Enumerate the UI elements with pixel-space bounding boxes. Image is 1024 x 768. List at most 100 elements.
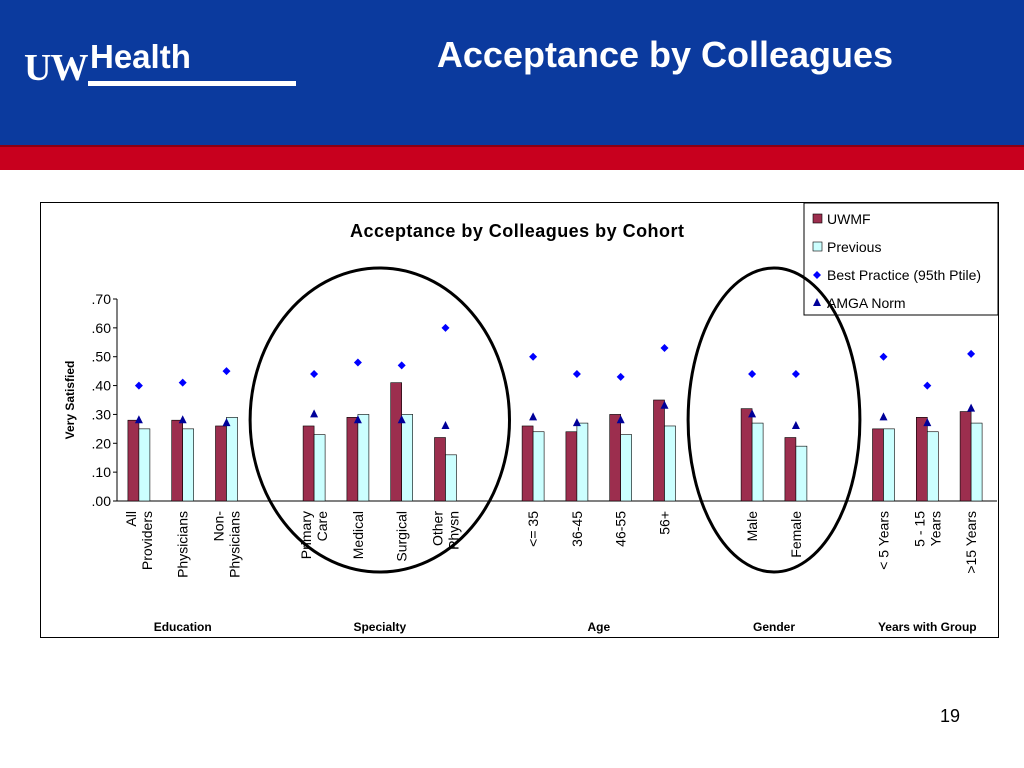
bar-previous <box>664 425 676 502</box>
marker-amga-norm <box>967 403 976 412</box>
y-tick-label: .50 <box>92 349 112 365</box>
bar-uwmf <box>609 414 622 502</box>
logo-health-text: Health <box>90 38 191 75</box>
marker-amga-norm <box>353 415 362 424</box>
marker-amga-norm <box>879 412 888 421</box>
legend-label: AMGA Norm <box>827 295 906 311</box>
bar-previous <box>751 422 764 502</box>
marker-amga-norm <box>310 409 319 418</box>
group-label: Specialty <box>353 620 406 634</box>
x-tick-label: 46-55 <box>613 511 629 547</box>
bar-previous <box>883 428 895 502</box>
x-tick-label: Surgical <box>394 511 410 562</box>
x-tick-label: Non- <box>211 511 227 542</box>
legend-label: UWMF <box>827 211 871 227</box>
marker-best-practice <box>441 323 450 332</box>
legend-swatch-best-practice <box>813 271 821 279</box>
chart-frame: Acceptance by Colleagues by Cohort Very S… <box>40 202 999 638</box>
bar-previous <box>182 428 194 502</box>
legend-box <box>803 203 998 316</box>
chart-svg: Acceptance by Colleagues by Cohort Very S… <box>63 203 998 634</box>
logo-underline <box>88 81 296 86</box>
bar-uwmf <box>915 417 928 502</box>
marker-amga-norm <box>178 415 187 424</box>
marker-best-practice <box>748 370 757 379</box>
bar-uwmf <box>215 425 227 502</box>
legend-swatch-previous <box>812 241 823 252</box>
marker-amga-norm <box>791 420 800 429</box>
legend-label: Best Practice (95th Ptile) <box>827 267 981 283</box>
marker-best-practice <box>660 344 669 353</box>
bar-uwmf <box>653 399 665 502</box>
legend-label: Previous <box>827 239 881 255</box>
y-axis-label: Very Satisfied <box>63 361 77 440</box>
bar-previous <box>226 417 238 502</box>
x-tick-label: 36-45 <box>569 511 585 547</box>
x-tick-label: Care <box>314 511 330 542</box>
y-tick-label: .70 <box>92 291 112 307</box>
bar-previous <box>357 414 370 502</box>
x-tick-label: Female <box>788 511 804 558</box>
x-tick-label: Physicians <box>227 511 243 578</box>
group-label: Years with Group <box>878 620 977 634</box>
bar-previous <box>795 445 808 502</box>
x-tick-label: Primary <box>298 511 314 559</box>
bar-uwmf <box>740 408 753 502</box>
bar-uwmf <box>390 382 403 502</box>
marker-best-practice <box>572 370 581 379</box>
logo-uw-text: UW <box>24 47 88 89</box>
marker-amga-norm <box>134 415 143 424</box>
x-tick-label: Providers <box>139 511 155 570</box>
x-tick-label: All <box>123 511 139 527</box>
y-tick-label: .10 <box>92 464 112 480</box>
highlight-ellipse-specialty <box>248 266 511 574</box>
marker-amga-norm <box>660 400 669 409</box>
marker-best-practice <box>529 352 538 361</box>
bar-uwmf <box>171 419 183 502</box>
marker-best-practice <box>967 349 976 358</box>
x-tick-label: 5 - 15 <box>911 511 927 547</box>
x-tick-label: Medical <box>350 511 366 559</box>
bar-previous <box>970 422 983 502</box>
marker-amga-norm <box>923 418 932 427</box>
marker-best-practice <box>791 370 800 379</box>
bar-uwmf <box>346 417 359 502</box>
page-number: 19 <box>939 706 961 726</box>
bar-previous <box>313 434 326 502</box>
x-tick-label: <= 35 <box>525 511 541 547</box>
x-tick-label: Physicians <box>175 511 191 578</box>
bar-uwmf <box>434 437 446 502</box>
marker-best-practice <box>397 361 406 370</box>
bar-previous <box>138 428 151 502</box>
x-tick-label: >15 Years <box>963 511 979 574</box>
x-tick-label: 56+ <box>657 511 673 535</box>
marker-best-practice <box>310 370 319 379</box>
marker-best-practice <box>353 358 362 367</box>
bar-previous <box>445 454 457 502</box>
bar-uwmf <box>521 425 534 502</box>
group-label: Age <box>587 620 610 634</box>
y-tick-label: .00 <box>92 493 112 509</box>
bar-previous <box>576 422 589 502</box>
bar-previous <box>401 414 414 502</box>
marker-amga-norm <box>616 415 625 424</box>
uw-health-logo: UW Health <box>24 38 296 90</box>
marker-amga-norm <box>748 409 757 418</box>
header-band <box>0 0 1024 145</box>
bar-uwmf <box>302 425 315 502</box>
legend-swatch-amga-norm <box>813 298 821 306</box>
slide-title: Acceptance by Colleagues <box>436 34 894 75</box>
marker-best-practice <box>222 367 231 376</box>
bar-uwmf <box>959 411 972 502</box>
marker-amga-norm <box>441 420 450 429</box>
bar-uwmf <box>872 428 884 502</box>
marker-best-practice <box>134 381 143 390</box>
x-tick-label: Male <box>744 511 760 542</box>
marker-amga-norm <box>397 415 406 424</box>
x-tick-label: Other <box>430 511 446 546</box>
y-tick-label: .40 <box>92 378 112 394</box>
marker-amga-norm <box>222 418 231 427</box>
legend-swatch-uwmf <box>812 213 823 224</box>
bar-uwmf <box>565 431 578 502</box>
y-tick-label: .20 <box>92 435 112 451</box>
